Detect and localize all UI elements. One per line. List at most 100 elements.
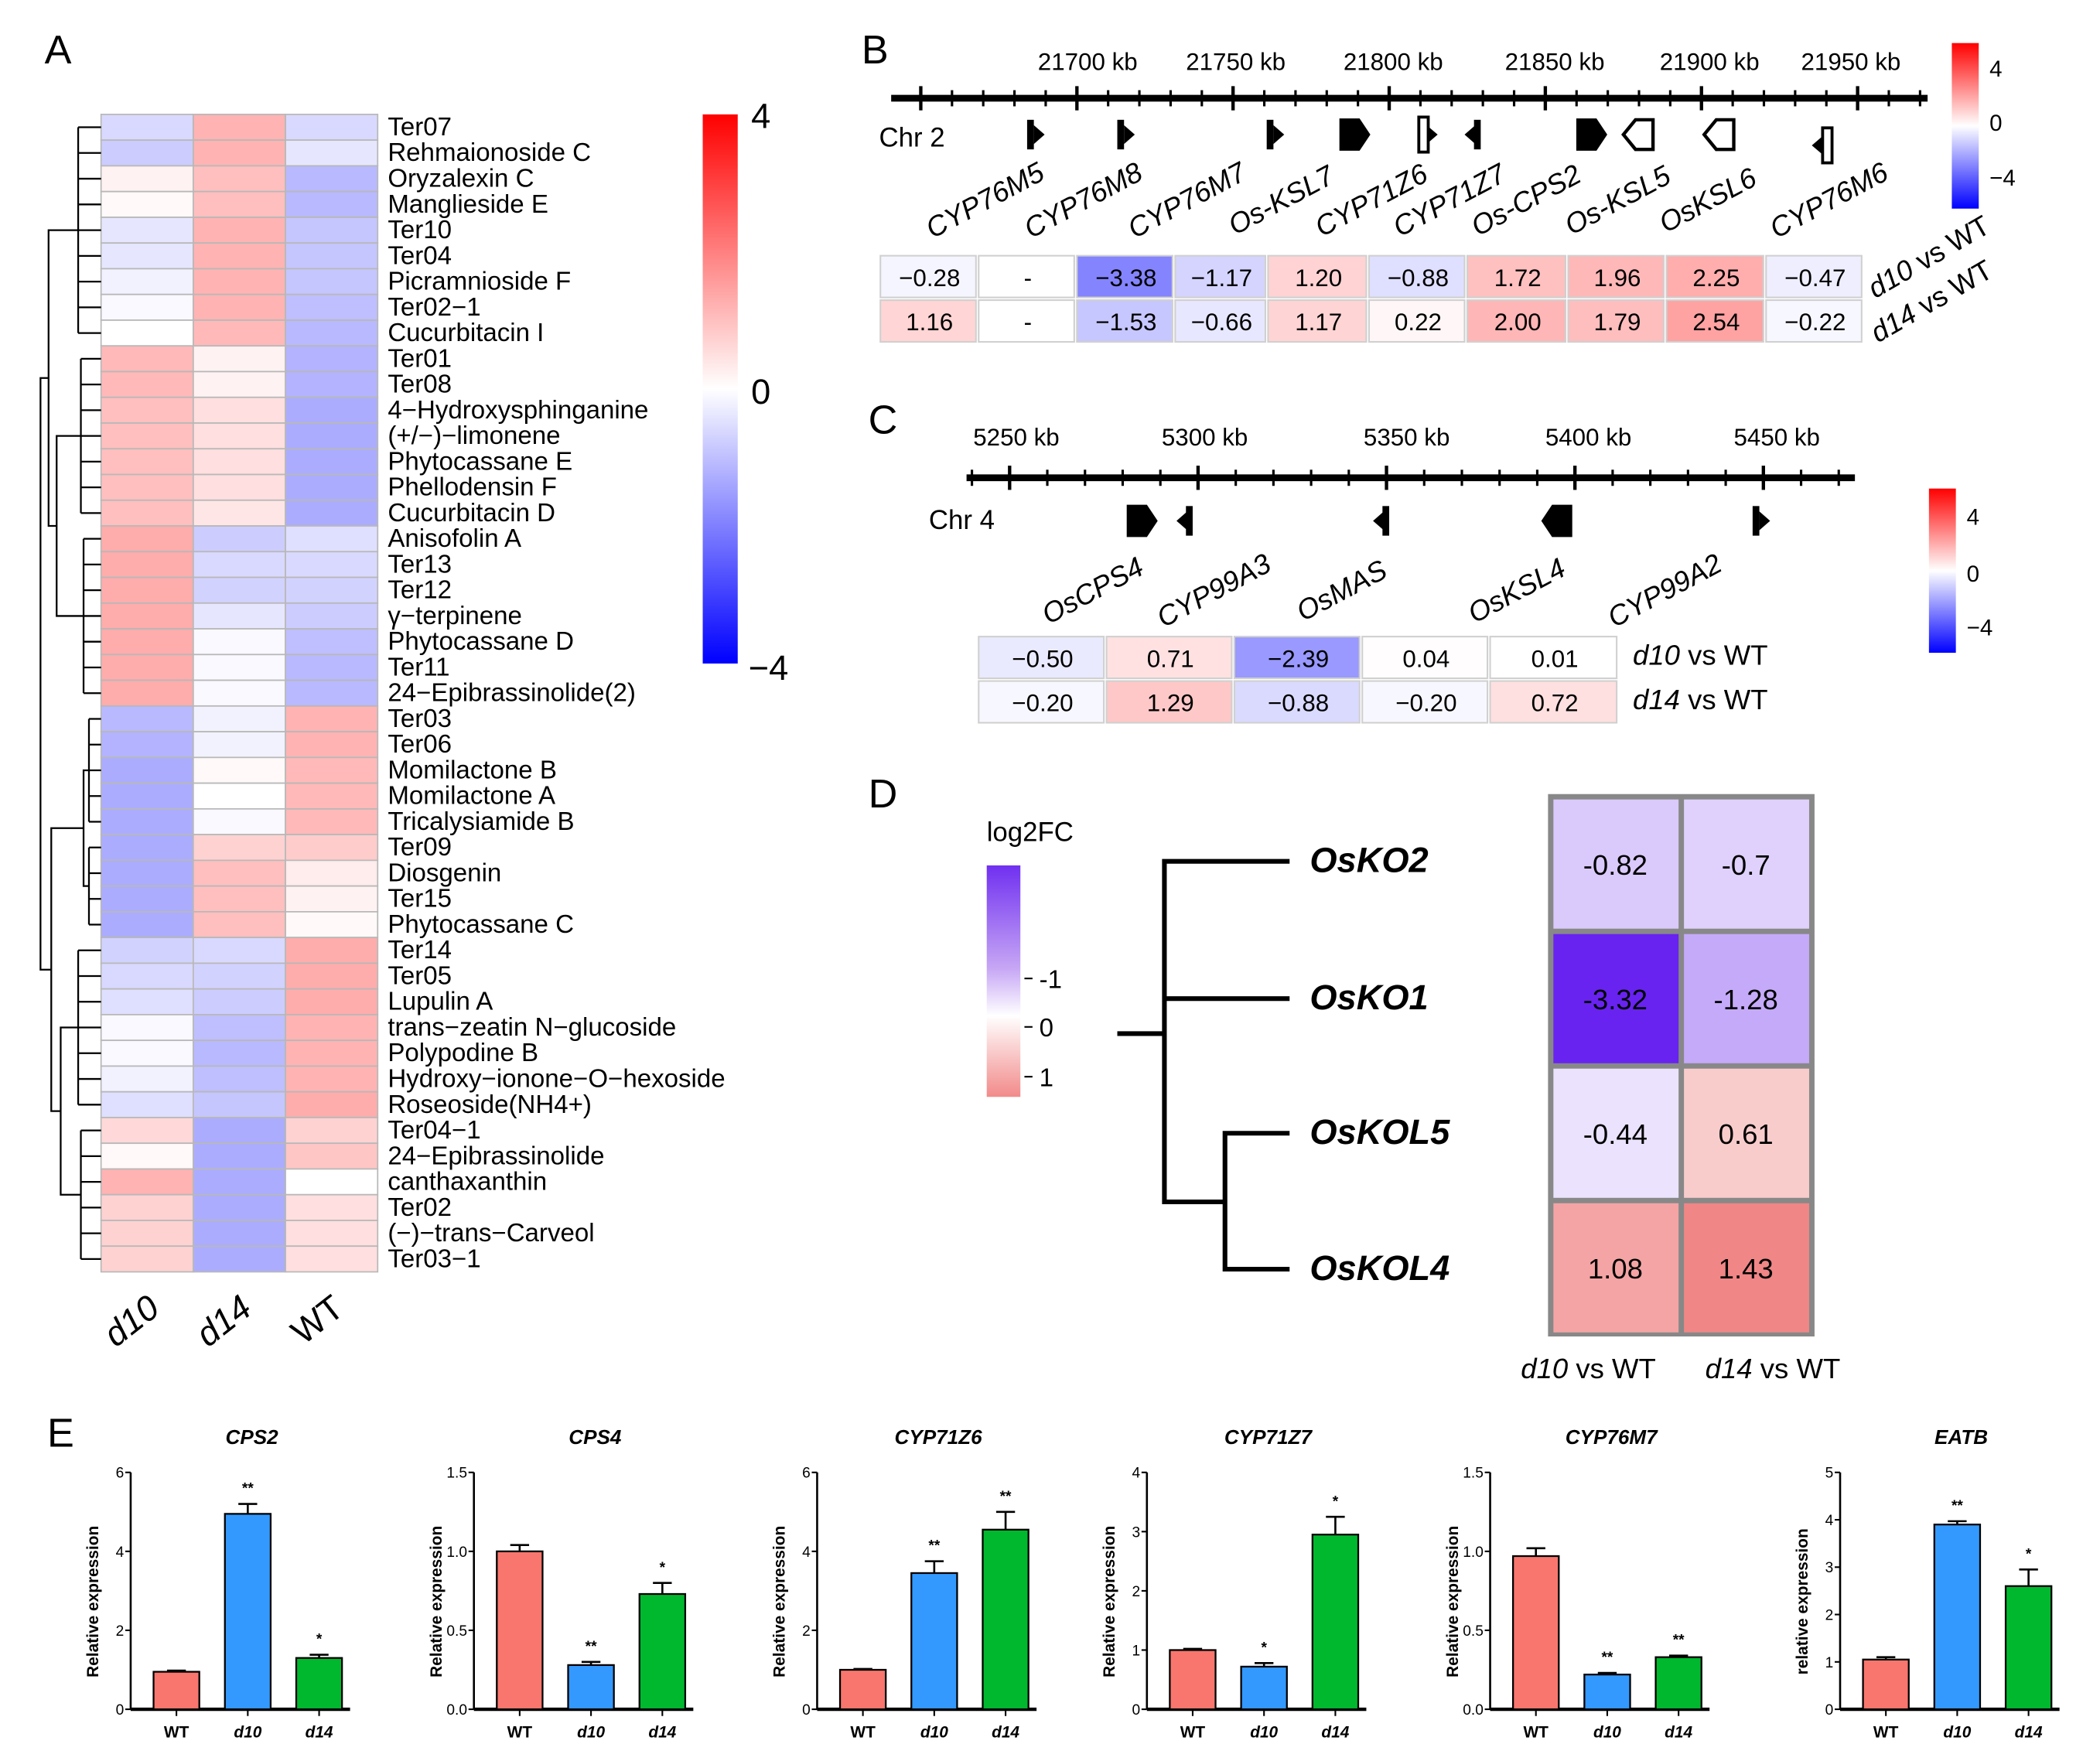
heatmap-cell	[100, 782, 194, 810]
bar-wt	[838, 1668, 887, 1711]
x-tick-label: d14	[1321, 1724, 1349, 1742]
heatmap-cell	[192, 1014, 286, 1042]
heatmap-value: -1.28	[1714, 984, 1778, 1015]
gene-body	[1382, 506, 1390, 536]
gene-label: CYP76M6	[1764, 155, 1893, 244]
y-axis-label: Relative expression	[771, 1526, 789, 1678]
row-label: Ter09	[388, 833, 452, 862]
bar-d10	[224, 1513, 272, 1711]
heatmap-cell	[100, 576, 194, 604]
heatmap-cell	[285, 114, 379, 142]
dendrogram-branch	[1222, 1131, 1290, 1272]
fold-change-cell	[1466, 299, 1567, 343]
y-axis-label: Relative expression	[1101, 1526, 1118, 1678]
axis-tick-label: 21750 kb	[1186, 48, 1286, 75]
x-tick-label: d10	[234, 1724, 261, 1742]
bar-wt	[1169, 1649, 1217, 1711]
y-tick-label: 1.0	[1463, 1544, 1484, 1561]
heatmap-cell	[192, 473, 286, 501]
y-tick-label: 2	[1825, 1608, 1834, 1624]
heatmap-cell	[100, 1039, 194, 1067]
y-axis-label: Relative expression	[428, 1526, 446, 1678]
fold-change-value: 2.00	[1494, 309, 1542, 336]
significance-mark: **	[1601, 1650, 1613, 1666]
y-tick-label: 0	[116, 1702, 125, 1719]
heatmap-cell	[192, 1117, 286, 1145]
heatmap-cell	[192, 988, 286, 1015]
fold-change-cell	[879, 299, 977, 343]
y-tick-label: 2	[1132, 1584, 1140, 1600]
bar-d14	[1311, 1534, 1360, 1711]
dendrogram-branch	[47, 229, 79, 527]
colorbar	[1951, 43, 1979, 209]
comparison-text: vs WT	[1680, 640, 1768, 671]
row-label: d10 vs WT	[1633, 640, 1768, 671]
comparison-text: vs WT	[1753, 1353, 1841, 1384]
heatmap-cell	[285, 473, 379, 501]
row-label: 24−Epibrassinolide	[388, 1142, 604, 1170]
x-tick-label: WT	[164, 1724, 190, 1742]
heatmap-cell	[100, 705, 194, 732]
heatmap-cell	[192, 654, 286, 681]
colorbar-tick: 4	[751, 96, 770, 135]
axis-tick-label: 21900 kb	[1660, 48, 1760, 75]
y-tick-label: 5	[1825, 1466, 1834, 1482]
y-tick-label: 0.5	[446, 1623, 467, 1640]
heatmap-cell	[285, 1065, 379, 1093]
fold-change-cell	[879, 254, 977, 299]
bar-chart-cyp71z6: CYP71Z6 Relative expression 0 2 4 6 WT ** d10 ** d…	[771, 1425, 1037, 1742]
fold-change-cell	[1567, 299, 1665, 343]
gene-body	[1473, 119, 1481, 150]
heatmap-cell	[1684, 1203, 1809, 1333]
heatmap-cell	[285, 165, 379, 193]
panel-label-e: E	[47, 1411, 74, 1456]
fold-change-cell	[1174, 254, 1266, 299]
heatmap-cell	[285, 988, 379, 1015]
column-label: d14	[188, 1287, 258, 1354]
heatmap-cell	[285, 679, 379, 707]
heatmap-cell	[192, 370, 286, 398]
significance-mark: **	[1000, 1489, 1012, 1505]
gene-arrow	[1759, 511, 1770, 531]
row-label: Hydroxy−ionone−O−hexoside	[388, 1065, 725, 1094]
heatmap-cell	[285, 293, 379, 321]
panel-label-d: D	[869, 772, 898, 817]
heatmap-cell	[100, 1091, 194, 1118]
gene-label: CYP99A3	[1152, 548, 1276, 634]
gene-body	[1417, 115, 1430, 154]
row-label: Oryzalexin C	[388, 165, 534, 193]
heatmap-value: -0.82	[1583, 849, 1648, 881]
fold-change-cell	[1368, 299, 1466, 343]
heatmap-cell	[100, 217, 194, 244]
heatmap-value: 1.08	[1588, 1253, 1643, 1285]
heatmap-cell	[100, 396, 194, 424]
fold-change-cell	[1076, 254, 1173, 299]
fold-change-cell	[1267, 299, 1368, 343]
gene-body	[1339, 118, 1371, 151]
x-tick-label: d10	[1250, 1724, 1278, 1742]
bar-wt	[496, 1550, 544, 1711]
y-tick-label: 0	[1132, 1702, 1140, 1719]
gene-arrow	[1373, 511, 1385, 531]
fold-change-value: −0.22	[1784, 309, 1846, 336]
gene-label: OsMAS	[1291, 554, 1391, 627]
fold-change-cell	[1665, 254, 1764, 299]
gene-body	[1026, 119, 1034, 150]
heatmap-cell	[100, 525, 194, 553]
row-label: Tricalysiamide B	[388, 807, 574, 836]
row-label: Ter11	[388, 653, 449, 681]
row-label: trans−zeatin N−glucoside	[388, 1013, 676, 1042]
x-tick-label: d14	[648, 1724, 676, 1742]
row-label: Ter03	[388, 705, 452, 733]
heatmap-cell	[100, 756, 194, 784]
fold-change-value: 2.54	[1692, 309, 1740, 336]
y-tick-label: 1	[1825, 1655, 1834, 1671]
heatmap-cell	[100, 1220, 194, 1248]
gene-label: OsKO2	[1310, 841, 1428, 880]
bar-d10	[910, 1572, 958, 1711]
heatmap-cell	[100, 165, 194, 193]
heatmap-cell	[285, 576, 379, 604]
bar-d10	[567, 1664, 615, 1711]
row-label: Ter12	[388, 576, 452, 605]
